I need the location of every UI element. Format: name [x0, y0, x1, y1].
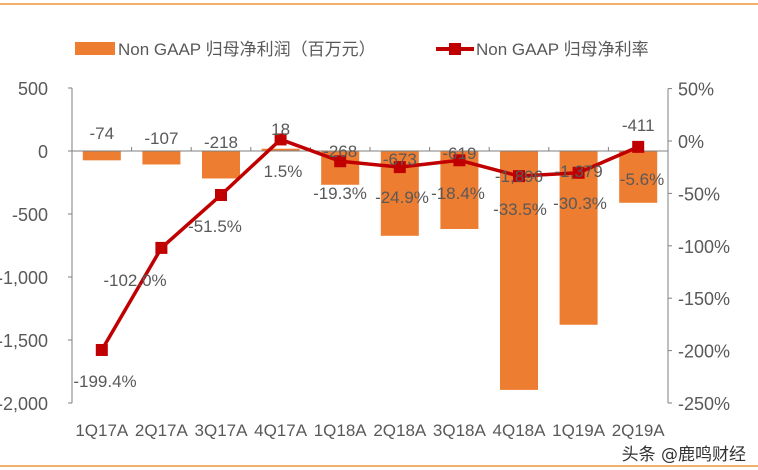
line-data-label: -30.3% — [553, 194, 607, 213]
category-label: 1Q18A — [314, 421, 368, 440]
legend-bar-swatch — [75, 42, 115, 55]
line-data-label: -102.0% — [103, 271, 166, 290]
category-label: 2Q18A — [373, 421, 427, 440]
bar-data-label: -673 — [383, 150, 417, 169]
line-marker — [334, 155, 347, 168]
category-label: 2Q19A — [612, 421, 666, 440]
bar — [619, 151, 658, 203]
bar-data-label: -619 — [442, 144, 476, 163]
left-tick-label: -500 — [12, 205, 48, 225]
right-tick-label: -50% — [678, 184, 720, 204]
line-data-label: -33.5% — [493, 200, 547, 219]
line-marker — [513, 170, 525, 183]
bar-data-label: -1,379 — [554, 162, 602, 181]
bar-data-label: -1,896 — [495, 167, 543, 186]
line-marker — [632, 140, 645, 153]
line-data-label: -19.3% — [313, 184, 367, 203]
right-tick-label: -150% — [678, 289, 730, 309]
legend-bar-label: Non GAAP 归母净利润（百万元） — [118, 40, 376, 59]
category-label: 4Q17A — [254, 421, 308, 440]
line-data-label: 1.5% — [264, 162, 303, 181]
watermark: 头条 @鹿鸣财经 — [621, 445, 746, 465]
right-tick-label: -200% — [678, 342, 730, 362]
category-label: 1Q17A — [75, 421, 129, 440]
line-marker — [274, 133, 287, 146]
right-tick-label: 50% — [678, 80, 714, 100]
left-tick-label: 500 — [18, 79, 48, 99]
line-data-label: -18.4% — [431, 184, 485, 203]
line-data-label: -24.9% — [375, 188, 429, 207]
category-label: 3Q18A — [433, 421, 487, 440]
category-label: 1Q19A — [552, 421, 606, 440]
right-tick-label: -100% — [678, 237, 730, 257]
category-label: 4Q18A — [493, 421, 547, 440]
bar — [142, 151, 181, 165]
line-series — [100, 137, 639, 351]
line-data-label: -199.4% — [73, 372, 136, 391]
bar-data-label: -74 — [90, 124, 115, 143]
left-tick-label: -1,500 — [0, 331, 48, 351]
left-tick-label: -1,000 — [0, 268, 48, 288]
bar-data-label: -218 — [204, 133, 238, 152]
bar — [82, 151, 121, 161]
left-tick-label: 0 — [38, 142, 48, 162]
right-tick-label: 0% — [678, 132, 704, 152]
line-marker — [155, 241, 168, 254]
bar-data-label: -411 — [622, 116, 655, 135]
bar-data-label: 18 — [271, 120, 290, 139]
bar — [202, 151, 240, 179]
line-marker — [393, 161, 406, 174]
category-label: 2Q17A — [135, 421, 189, 440]
right-tick-label: -250% — [678, 394, 730, 414]
left-tick-label: -2,000 — [0, 394, 48, 414]
line-marker — [95, 343, 108, 356]
bar-data-label: -107 — [144, 129, 178, 148]
legend-line-marker — [449, 43, 461, 55]
line-marker — [215, 188, 227, 201]
line-data-label: -5.6% — [620, 170, 664, 189]
bar — [261, 148, 300, 151]
line-data-label: -51.5% — [188, 217, 242, 236]
bar-data-label: -268 — [323, 142, 357, 161]
bar — [500, 151, 538, 390]
bar — [559, 151, 598, 325]
line-marker — [453, 154, 466, 167]
legend-line-label: Non GAAP 归母净利率 — [476, 40, 649, 59]
line-marker — [572, 166, 585, 179]
category-label: 3Q17A — [195, 421, 249, 440]
